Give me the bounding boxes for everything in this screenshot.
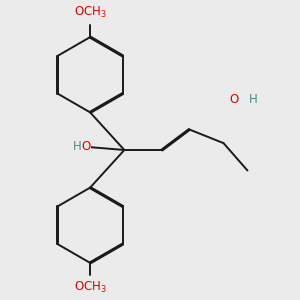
Text: OCH$_3$: OCH$_3$ [74, 5, 106, 20]
Text: OCH$_3$: OCH$_3$ [74, 280, 106, 295]
Text: O: O [229, 92, 239, 106]
Text: H: H [73, 140, 82, 153]
Text: H: H [249, 92, 258, 106]
Text: O: O [82, 140, 91, 153]
